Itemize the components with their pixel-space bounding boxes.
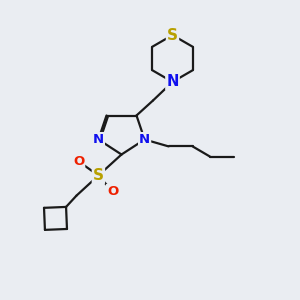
Text: N: N: [139, 133, 150, 146]
Text: S: S: [167, 28, 178, 43]
Text: O: O: [107, 185, 118, 198]
Text: S: S: [93, 168, 104, 183]
Text: N: N: [93, 133, 104, 146]
Text: O: O: [73, 155, 84, 168]
Text: N: N: [166, 74, 179, 89]
